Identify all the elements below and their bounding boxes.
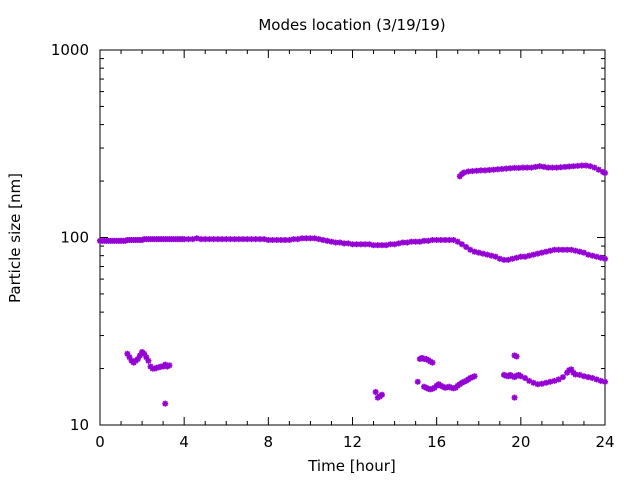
data-point: [181, 236, 188, 243]
data-point: [486, 167, 493, 174]
data-point: [387, 241, 394, 248]
x-tick-label: 8: [264, 433, 274, 451]
data-point: [522, 375, 529, 382]
data-point: [471, 248, 478, 255]
data-point: [496, 255, 503, 262]
data-point: [366, 241, 373, 248]
data-point: [370, 242, 377, 249]
data-point: [454, 238, 461, 245]
data-point: [372, 388, 379, 395]
data-point: [315, 236, 322, 243]
data-point: [421, 237, 428, 244]
data-point: [414, 378, 421, 385]
data-point: [602, 378, 608, 385]
data-point: [357, 241, 364, 248]
data-point: [602, 169, 608, 176]
data-point: [206, 236, 213, 243]
y-tick-label: 10: [70, 416, 89, 434]
data-point: [400, 239, 406, 246]
x-tick-label: 24: [595, 433, 614, 451]
data-point: [458, 241, 465, 248]
data-point: [378, 242, 385, 249]
x-tick-label: 0: [95, 433, 105, 451]
chart-title: Modes location (3/19/19): [258, 16, 445, 34]
data-point: [555, 376, 562, 383]
data-point: [442, 236, 449, 243]
data-point: [412, 238, 419, 245]
data-point: [574, 162, 581, 169]
data-point: [244, 236, 251, 243]
data-point: [534, 381, 541, 388]
data-point: [479, 250, 486, 257]
data-point: [566, 163, 573, 170]
data-point: [559, 374, 566, 381]
data-point: [471, 373, 478, 380]
data-point: [408, 238, 415, 245]
y-tick-label: 100: [60, 229, 89, 247]
data-point: [235, 236, 242, 243]
data-point: [166, 362, 173, 369]
data-point: [578, 162, 585, 169]
data-point: [465, 168, 472, 175]
data-point: [543, 379, 550, 386]
x-tick-label: 16: [427, 433, 446, 451]
data-point: [383, 242, 390, 249]
data-point: [328, 238, 335, 245]
data-point: [198, 236, 204, 243]
axis-ticks: [99, 49, 606, 426]
y-axis-label: Particle size [nm]: [6, 173, 24, 303]
axis-tick-labels: 0 4 8 12 16 20 24 10 100 1000: [51, 41, 615, 451]
x-tick-label: 4: [179, 433, 189, 451]
data-point: [463, 243, 470, 250]
x-axis-label: Time [hour]: [307, 457, 396, 475]
data-point: [545, 164, 552, 171]
data-point: [517, 373, 524, 380]
data-point: [475, 249, 482, 256]
data-point: [324, 237, 331, 244]
data-point: [513, 353, 520, 360]
data-point: [145, 357, 152, 364]
data-point: [446, 236, 453, 243]
data-point: [162, 400, 169, 407]
data-point: [429, 359, 436, 366]
data-point: [511, 394, 518, 401]
data-point: [547, 247, 554, 254]
data-point: [482, 167, 489, 174]
data-point: [557, 164, 564, 171]
data-point: [277, 236, 284, 243]
data-point: [416, 238, 423, 245]
x-tick-label: 20: [511, 433, 530, 451]
data-point: [299, 235, 305, 242]
data-point: [404, 239, 411, 246]
data-point: [214, 236, 221, 243]
data-point: [378, 391, 385, 398]
data-point: [210, 236, 217, 243]
x-tick-label: 12: [343, 433, 362, 451]
data-point: [602, 255, 608, 262]
y-tick-label: 1000: [51, 41, 89, 59]
data-points: [97, 162, 608, 407]
